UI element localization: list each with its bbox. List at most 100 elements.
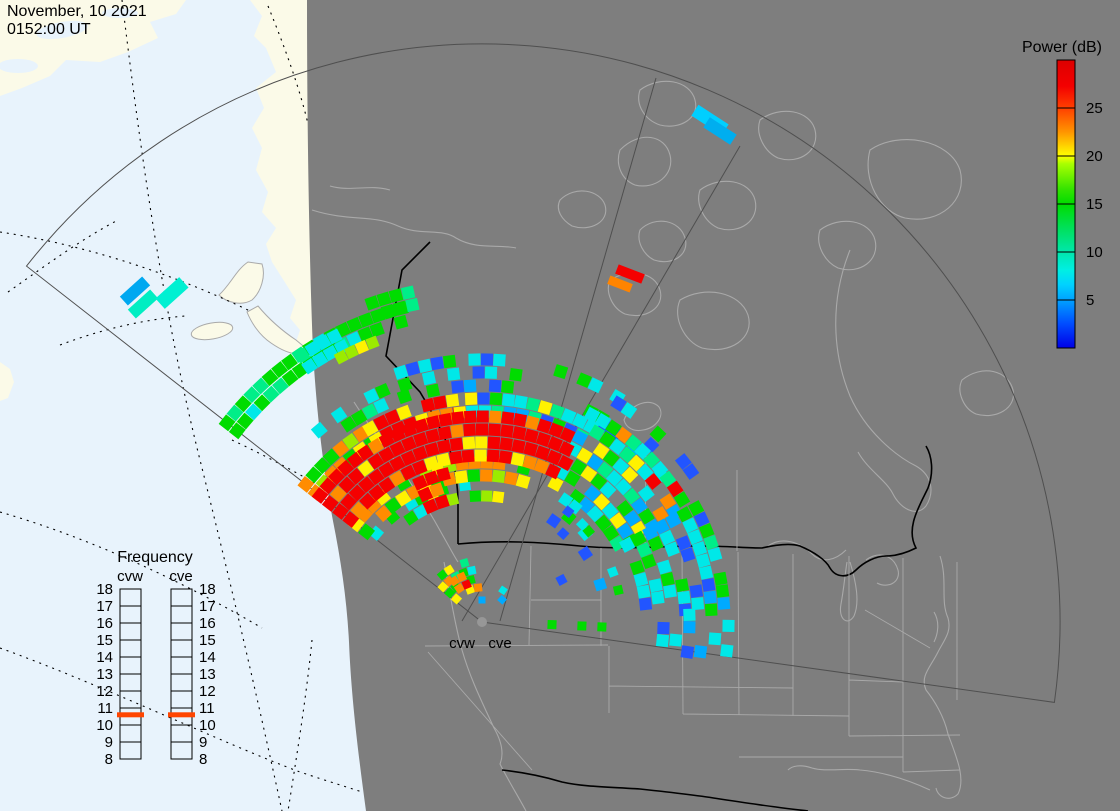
- cell-alaska-band: [228, 422, 246, 440]
- cell-shoulder-left: [305, 466, 323, 484]
- cell-lower-fringe-right: [593, 577, 608, 592]
- cell-right-far: [663, 584, 677, 599]
- cell-core: [476, 410, 489, 423]
- cell-right-mid: [583, 484, 601, 502]
- freq-tick-label: 13: [199, 666, 216, 683]
- cell-outer-sparse-mid: [417, 358, 433, 373]
- cell-right-far: [653, 518, 670, 535]
- cell-alaska-band: [234, 395, 252, 413]
- cell-core: [337, 459, 355, 477]
- cell-right-mid: [586, 454, 604, 471]
- graticule-latitude-3: [0, 511, 263, 629]
- cell-right-far: [691, 540, 708, 557]
- cell-alaska-band: [243, 386, 261, 404]
- cell-right-tail: [683, 608, 696, 622]
- night-terminator-shading: [307, 0, 1120, 811]
- cell-shoulder-ne: [537, 400, 553, 416]
- cell-alaska-cyan: [301, 357, 318, 375]
- cell-right-far: [695, 553, 711, 568]
- cell-outer-sparse-left: [373, 397, 390, 414]
- cell-outer-sparse-left: [350, 409, 368, 426]
- cell-core: [378, 431, 395, 448]
- dayside-landmasses: [0, 0, 332, 401]
- cell-right-mid: [594, 514, 612, 532]
- cell-core: [450, 424, 464, 438]
- cell-right-mid: [618, 446, 636, 464]
- cell-right-far: [675, 535, 692, 551]
- great-lakes-outline: [767, 540, 899, 622]
- cell-right-mid: [598, 431, 616, 448]
- yukon-delta: [218, 261, 264, 304]
- cell-outer-sparse-mid: [493, 353, 506, 367]
- cell-core: [367, 468, 385, 486]
- cell-right-far: [713, 571, 728, 586]
- cell-outer-sparse-mid: [463, 379, 477, 393]
- gulf-coast: [787, 765, 931, 791]
- cell-core: [378, 461, 395, 479]
- cell-alaska-band: [245, 403, 262, 421]
- cell-core: [436, 452, 451, 468]
- banks-island: [638, 220, 687, 263]
- cell-east-specks: [612, 584, 624, 596]
- cell-core: [423, 455, 440, 471]
- alaska-landmass: [208, 0, 332, 366]
- cell-right-far: [656, 559, 672, 575]
- cell-right-mid: [592, 442, 610, 460]
- cell-right-mid: [644, 472, 662, 490]
- cell-ocean-streak: [127, 289, 159, 319]
- cell-core: [524, 428, 539, 444]
- cell-alaska-cyan: [326, 328, 343, 345]
- cell-core: [347, 467, 365, 485]
- cell-core: [462, 436, 476, 450]
- power-colorbar: Power (dB) 25 20 15 10 5: [1022, 39, 1103, 349]
- cell-core: [559, 427, 576, 444]
- cell-core: [510, 452, 525, 467]
- cell-core: [350, 501, 368, 519]
- cell-core: [401, 421, 418, 438]
- cell-right-far: [704, 603, 718, 617]
- cell-alaska-tip: [376, 291, 392, 307]
- cell-core: [367, 437, 385, 455]
- cell-right-mid: [615, 426, 633, 444]
- cell-inner-edge: [480, 469, 493, 482]
- freq-tick-label: 11: [97, 700, 113, 717]
- cell-inner-edge: [515, 473, 531, 489]
- cell-east-specks: [575, 517, 589, 531]
- cell-inner-fringe: [492, 490, 505, 504]
- timestamp: November, 10 2021 0152:00 UT: [7, 3, 147, 38]
- cell-right-tail: [722, 619, 735, 632]
- cell-outer-sparse-right: [649, 425, 667, 443]
- arctic-island-4: [698, 180, 757, 231]
- cell-outer-sparse-left: [374, 383, 391, 399]
- cell-beam-echo: [703, 117, 737, 145]
- cell-right-mid: [608, 438, 626, 456]
- cell-core: [329, 485, 347, 503]
- cell-alaska-tip: [401, 285, 416, 300]
- graticule-meridian-2: [267, 5, 309, 125]
- cell-core: [488, 423, 501, 437]
- cell-shoulder-left: [322, 448, 340, 466]
- cell-outer-sparse-mid: [484, 366, 498, 379]
- cell-right-mid: [623, 487, 641, 505]
- freq-marker-cvw: [117, 712, 144, 718]
- cell-ocean-streak: [155, 277, 189, 309]
- us-mexico-border: [501, 769, 809, 811]
- cell-right-tail: [708, 632, 722, 646]
- cell-right-far: [703, 590, 717, 604]
- cell-right-mid: [580, 465, 598, 483]
- cell-right-mid: [564, 470, 581, 487]
- cell-outer-sparse-mid: [446, 367, 461, 381]
- cell-alaska-band: [252, 377, 270, 395]
- graticule-latitude-2: [7, 219, 119, 293]
- cell-inner-edge: [384, 497, 402, 515]
- chukotka-inlet-1: [36, 20, 88, 40]
- cell-right-far: [698, 522, 715, 539]
- cell-core: [357, 460, 375, 477]
- freq-tick-label: 15: [199, 632, 216, 649]
- freq-tick-label: 9: [199, 734, 207, 751]
- cell-lower-fringe-right: [546, 513, 562, 529]
- cell-east-specks: [547, 619, 557, 630]
- graticule-latitude-4: [0, 647, 363, 793]
- freq-tick-label: 15: [96, 632, 113, 649]
- colorbar-tick-label: 10: [1086, 244, 1103, 261]
